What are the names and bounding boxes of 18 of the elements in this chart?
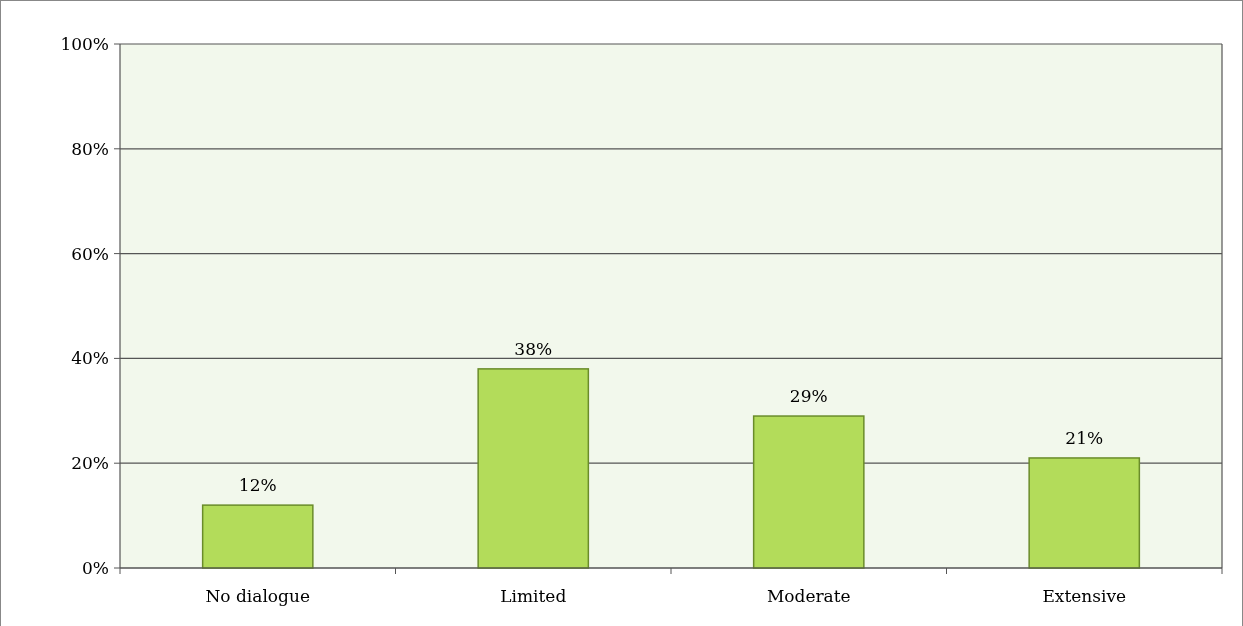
- y-tick-label: 0%: [82, 557, 109, 578]
- x-tick-label: Extensive: [1042, 586, 1127, 606]
- y-tick-label: 20%: [71, 453, 109, 474]
- y-tick-label: 40%: [71, 348, 109, 369]
- x-tick-label: No dialogue: [205, 586, 311, 606]
- y-tick-label: 100%: [60, 33, 109, 54]
- y-tick-label: 60%: [71, 243, 109, 264]
- bar: [1028, 457, 1141, 569]
- bar: [752, 415, 865, 569]
- bar: [477, 368, 590, 569]
- x-tick-label: Limited: [500, 586, 567, 606]
- bar: [201, 504, 314, 569]
- y-tick-label: 80%: [71, 138, 109, 159]
- data-label: 38%: [514, 338, 553, 359]
- x-tick-label: Moderate: [766, 586, 851, 606]
- data-label: 21%: [1065, 427, 1104, 448]
- data-label: 12%: [238, 475, 277, 496]
- data-label: 29%: [789, 386, 828, 407]
